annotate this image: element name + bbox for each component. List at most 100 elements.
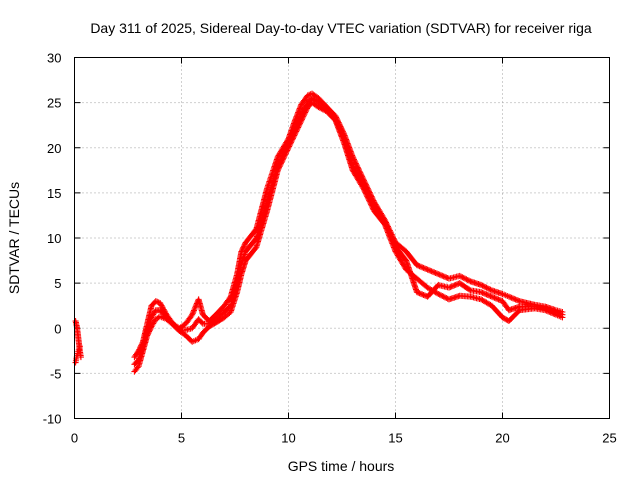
data-point	[361, 183, 368, 190]
data-point	[439, 272, 446, 279]
data-point	[427, 267, 434, 274]
data-point	[390, 238, 397, 245]
data-point	[277, 157, 284, 164]
data-point	[451, 282, 458, 289]
data-point	[338, 129, 345, 136]
data-point	[389, 237, 396, 244]
y-tick-label: 5	[54, 276, 61, 291]
data-point	[338, 130, 345, 137]
data-point	[365, 191, 372, 198]
data-point	[433, 270, 440, 277]
data-point	[367, 196, 374, 203]
y-tick-label: 0	[54, 321, 61, 336]
data-point	[443, 295, 450, 302]
data-point	[304, 92, 311, 99]
data-point	[364, 188, 371, 195]
data-point	[152, 298, 159, 305]
data-point	[487, 293, 494, 300]
data-point	[366, 192, 373, 199]
data-point	[495, 296, 502, 303]
data-point	[360, 180, 367, 187]
data-point	[366, 194, 373, 201]
data-point	[189, 311, 196, 318]
data-point	[334, 121, 341, 128]
data-point	[447, 284, 454, 291]
data-point	[415, 262, 422, 269]
data-point	[363, 187, 370, 194]
data-point	[279, 153, 286, 160]
data-point	[508, 294, 515, 301]
data-point	[383, 222, 390, 229]
data-point	[289, 130, 296, 137]
data-point	[368, 198, 375, 205]
x-tick-label: 20	[495, 431, 509, 446]
x-axis-title: GPS time / hours	[288, 458, 395, 474]
data-point	[413, 289, 420, 296]
data-point	[290, 129, 297, 136]
data-point	[335, 122, 342, 129]
data-point	[428, 268, 435, 275]
data-point	[443, 274, 450, 281]
data-point	[340, 134, 347, 141]
data-point	[429, 268, 436, 275]
data-point	[513, 297, 520, 304]
data-point	[288, 134, 295, 141]
data-point	[436, 271, 443, 278]
data-point	[482, 290, 489, 297]
data-point	[500, 315, 507, 322]
data-point	[488, 293, 495, 300]
data-point	[362, 184, 369, 191]
x-tick-label: 25	[602, 431, 616, 446]
data-point	[159, 303, 166, 310]
y-tick-label: -5	[50, 366, 62, 381]
data-point	[512, 296, 519, 303]
data-point	[484, 285, 491, 292]
x-tick-label: 5	[178, 431, 185, 446]
data-point	[286, 137, 293, 144]
data-point	[339, 133, 346, 140]
data-point	[339, 131, 346, 138]
data-point	[284, 142, 291, 149]
x-tick-label: 15	[388, 431, 402, 446]
data-point	[424, 266, 431, 273]
data-point	[459, 274, 466, 281]
data-point	[332, 115, 339, 122]
data-point	[499, 314, 506, 321]
data-point	[441, 273, 448, 280]
data-point	[240, 244, 247, 251]
data-point	[281, 149, 288, 156]
data-point	[483, 291, 490, 298]
data-point	[439, 292, 446, 299]
data-point	[286, 138, 293, 145]
data-point	[276, 160, 283, 167]
data-point	[282, 145, 289, 152]
data-point	[559, 311, 566, 318]
data-point	[189, 310, 196, 317]
data-point	[275, 161, 282, 168]
data-point	[274, 162, 281, 169]
y-tick-label: 30	[47, 51, 61, 66]
data-point	[515, 297, 522, 304]
data-point	[359, 179, 366, 186]
x-tick-label: 0	[71, 431, 78, 446]
axes: 0 5 10 15 20 25 -10 -5 0 5 10 15 20 25 30	[43, 51, 617, 446]
data-point	[337, 126, 344, 133]
data-point	[175, 326, 182, 333]
data-point	[416, 263, 423, 270]
data-point	[423, 266, 430, 273]
data-point	[387, 233, 394, 240]
data-point	[389, 236, 396, 243]
y-tick-label: 20	[47, 141, 61, 156]
data-point	[190, 308, 197, 315]
data-point	[384, 225, 391, 232]
data-point	[333, 118, 340, 125]
data-point	[157, 301, 164, 308]
data-point	[278, 154, 285, 161]
data-point	[413, 262, 420, 269]
data-point	[390, 240, 397, 247]
data-point	[416, 290, 423, 297]
data-point	[154, 298, 161, 305]
data-point	[192, 304, 199, 311]
data-point	[241, 242, 248, 249]
